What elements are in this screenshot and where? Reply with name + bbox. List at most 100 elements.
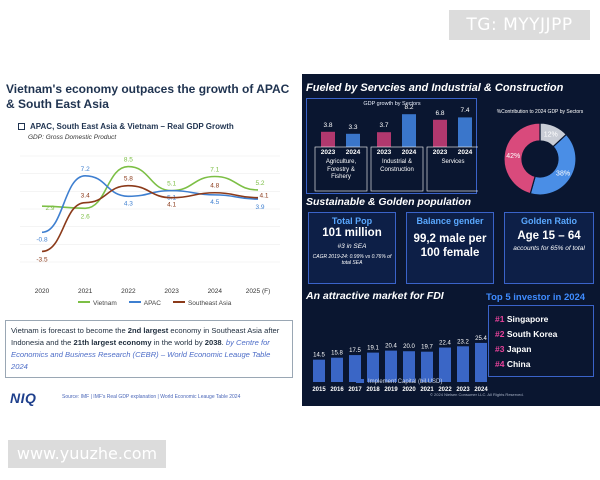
fdi-year-label: 2024 (474, 387, 488, 393)
fdi-bar (349, 355, 361, 382)
source-line[interactable]: Source: IMF | IMF's Real GDP explanation… (62, 394, 241, 400)
right-panel: Fueled by Servcies and Industrial & Cons… (302, 74, 600, 406)
investor-item: #1 Singapore (495, 314, 549, 324)
sectors-title: Fueled by Servcies and Industrial & Cons… (306, 82, 564, 94)
fdi-bar (313, 359, 325, 382)
card-total-pop: Total Pop 101 million #3 in SEA CAGR 201… (308, 212, 396, 284)
contrib-title: %Contribution to 2024 GDP by Sectors (496, 109, 584, 115)
legend-item: Vietnam (78, 300, 117, 307)
sector-year-label: 2023 (432, 149, 448, 156)
sector-category-label: Industrial & Construction (380, 159, 414, 173)
x-tick-label: 2024 (208, 288, 223, 295)
x-tick-label: 2025 (F) (246, 288, 271, 295)
sector-chart-title: GDP growth by Sectors (363, 101, 421, 107)
fdi-year-label: 2019 (384, 387, 398, 393)
fdi-bar (475, 342, 487, 382)
gdp-legend: Vietnam APAC Southeast Asia (78, 300, 231, 307)
fdi-value-label: 14.5 (313, 353, 325, 359)
series-line-vietnam (41, 165, 259, 210)
sector-value-label: 7.4 (460, 107, 470, 115)
fdi-bar (367, 352, 379, 382)
sector-year-label: 2024 (457, 149, 473, 156)
x-tick-label: 2022 (121, 288, 136, 295)
data-label: 4.1 (167, 202, 176, 209)
legend-item: Southeast Asia (172, 300, 231, 307)
sector-bar (433, 119, 447, 147)
sector-bar (321, 131, 335, 147)
sector-value-label: 6.8 (435, 109, 445, 117)
legend-item: APAC (128, 300, 161, 307)
data-label: 4.3 (124, 200, 133, 207)
card-golden-note: accounts for 65% of total (513, 245, 585, 252)
fdi-value-label: 20.0 (403, 344, 415, 350)
card-golden-value: Age 15 – 64 (517, 230, 581, 242)
sector-value-label: 3.8 (323, 121, 333, 129)
investor-item: #4 China (495, 359, 531, 369)
data-label: 7.2 (81, 166, 90, 173)
sector-year-label: 2023 (320, 149, 336, 156)
fdi-legend-swatch (356, 379, 364, 383)
fdi-value-label: 15.8 (331, 351, 343, 357)
donut-label: 42% (506, 153, 520, 160)
fdi-value-label: 25.4 (475, 336, 487, 342)
sector-group-box (314, 146, 368, 192)
data-label: -0.8 (36, 236, 48, 243)
investor-title: Top 5 investor in 2024 (486, 292, 586, 303)
card-total-pop-cagr: CAGR 2019-24: 0.99% vs 0.76% of total SE… (312, 254, 392, 266)
fdi-value-label: 19.1 (367, 346, 379, 352)
population-title: Sustainable & Golden population (306, 196, 472, 208)
card-total-pop-value: 101 million (322, 227, 382, 239)
investor-item: #2 South Korea (495, 329, 558, 339)
card-total-pop-head: Total Pop (331, 216, 373, 226)
gdp-chart-title: APAC, South East Asia & Vietnam – Real G… (18, 122, 234, 131)
copyright: © 2024 Nielsen Consumer LLC. All Rights … (430, 392, 524, 397)
fdi-bar-chart: 14.5 2015 15.8 2016 17.5 2017 19.1 2018 20.4 2019… (312, 336, 488, 393)
card-gender-value: 99,2 male per 100 female (413, 233, 487, 259)
watermark-bottom: www.yuuzhe.com (8, 440, 166, 468)
sector-year-label: 2023 (376, 149, 392, 156)
data-label: 3.4 (81, 193, 90, 200)
left-title: Vietnam's economy outpaces the growth of… (6, 82, 290, 111)
niq-logo: NIQ (10, 390, 37, 406)
x-tick-label: 2023 (164, 288, 179, 295)
fdi-year-label: 2018 (366, 387, 380, 393)
legend-swatch (78, 301, 90, 303)
fdi-title: An attractive market for FDI (306, 290, 444, 302)
left-panel: Vietnam's economy outpaces the growth of… (0, 74, 302, 406)
investor-list: #1 Singapore #2 South Korea #3 Japan #4 … (488, 305, 594, 377)
gdp-line-chart: 2020 2021 2022 2023 2024 2025 (F) 2.9 2.6 8.5 5.1… (20, 155, 280, 295)
fdi-value-label: 23.2 (457, 339, 469, 345)
data-label: 5.1 (167, 181, 176, 188)
donut-label: 38% (556, 171, 570, 178)
data-label: 5.2 (255, 180, 264, 187)
fdi-year-label: 2022 (438, 387, 452, 393)
fdi-bar (331, 357, 343, 382)
contribution-donut: 12% 38% 42% (503, 122, 577, 196)
fdi-bar (457, 346, 469, 382)
fdi-legend: Implement Capital (bil.USD) (356, 379, 442, 385)
sectors-box: GDP growth by Sectors 3.8 2023 3.3 2024 Agri… (306, 98, 478, 194)
sector-bar (458, 117, 472, 147)
fdi-value-label: 17.5 (349, 348, 361, 354)
card-golden-head: Golden Ratio (521, 216, 577, 226)
card-gender-head: Balance gender (416, 216, 484, 226)
legend-swatch (128, 301, 141, 303)
fdi-value-label: 19.7 (421, 345, 433, 351)
sector-bar-chart (314, 114, 478, 192)
fdi-year-label: 2023 (456, 387, 470, 393)
data-label: 4.8 (210, 183, 219, 190)
x-tick-label: 2020 (35, 288, 50, 295)
data-label: 7.1 (210, 166, 219, 173)
donut-label: 12% (544, 132, 558, 139)
fdi-year-label: 2016 (330, 387, 344, 393)
gdp-note: GDP: Gross Domestic Product (28, 134, 117, 141)
fdi-year-label: 2020 (402, 387, 416, 393)
investor-item: #3 Japan (495, 344, 532, 354)
fdi-value-label: 20.4 (385, 344, 397, 350)
legend-swatch (172, 301, 185, 303)
sector-value-label: 3.3 (348, 123, 358, 131)
fdi-year-label: 2021 (420, 387, 434, 393)
data-label: 4.1 (259, 193, 268, 200)
data-label: 2.9 (45, 205, 54, 212)
series-line-apac (41, 174, 259, 234)
